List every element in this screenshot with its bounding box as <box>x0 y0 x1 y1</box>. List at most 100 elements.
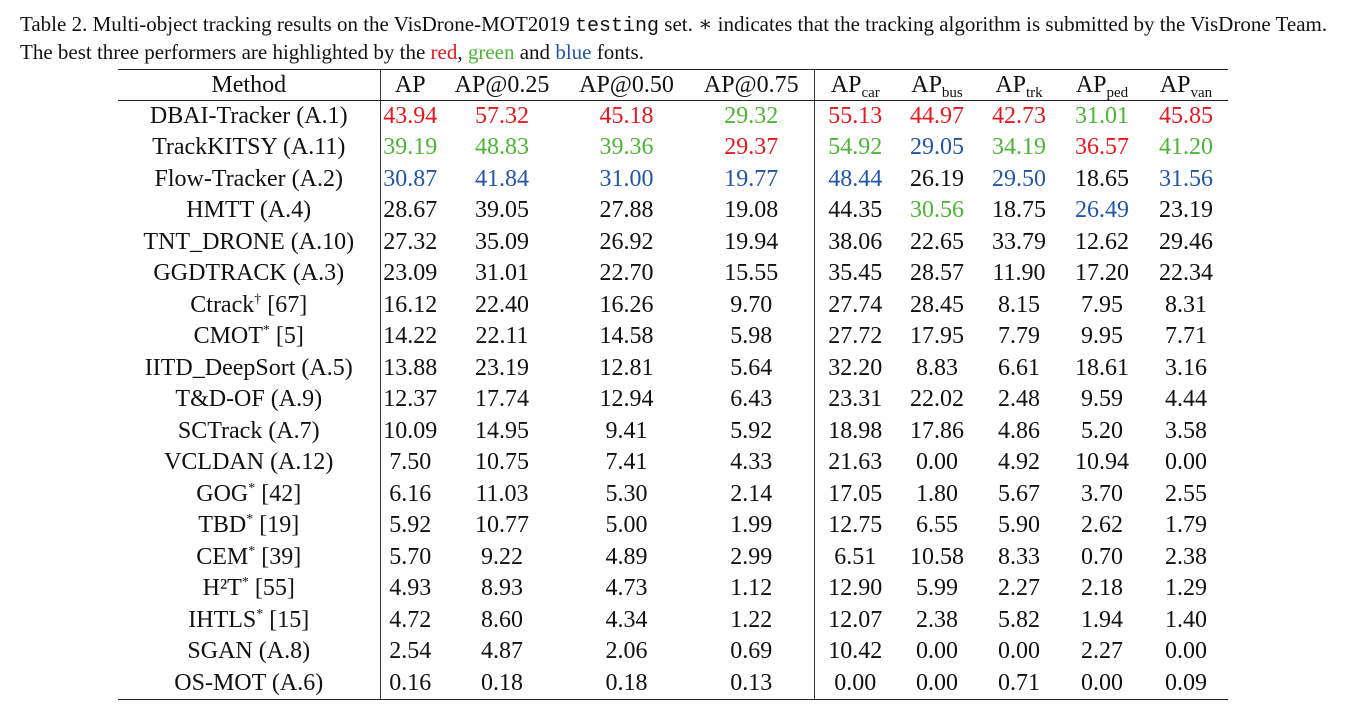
value-cell: 4.87 <box>481 638 523 665</box>
value-cell: 30.87 <box>379 163 440 195</box>
method-name: IITD_DeepSort <box>144 354 296 381</box>
value-cell: 23.19 <box>1159 197 1213 224</box>
column-header-label: AP <box>995 72 1026 98</box>
column-header: APvan <box>1144 69 1228 101</box>
method-name: H²T <box>202 575 242 602</box>
method-superscript: * <box>248 480 256 496</box>
value-cell: 31.01 <box>475 260 529 287</box>
method-cell: TBD* [19] <box>118 510 380 542</box>
method-reference: [67] <box>267 291 308 318</box>
method-name: GGDTRACK <box>153 260 287 287</box>
value-cell: 1.80 <box>916 480 958 507</box>
value-cell: 8.15 <box>998 291 1040 318</box>
value-cell: 7.50 <box>379 447 440 479</box>
method-cell: Flow-Tracker (A.2) <box>118 164 380 196</box>
value-cell: 2.99 <box>730 543 773 570</box>
caption-text-3: fonts. <box>591 39 644 64</box>
value-cell: 27.32 <box>379 226 440 258</box>
column-header-label: AP@0.25 <box>454 72 550 98</box>
column-header-label: AP@0.75 <box>703 72 799 98</box>
column-header: AP@0.75 <box>689 69 814 101</box>
value-cell: 2.27 <box>1081 638 1123 665</box>
method-cell: TrackKITSY (A.11) <box>118 132 380 164</box>
value-cell: 0.00 <box>1165 449 1207 476</box>
value-cell: 2.06 <box>605 638 648 665</box>
method-cell: HMTT (A.4) <box>118 195 380 227</box>
table-row: GGDTRACK (A.3) 23.09 31.01 22.70 15.55 35.45 2… <box>118 258 1228 290</box>
column-header: Method <box>118 69 380 101</box>
value-cell: 5.70 <box>379 541 440 573</box>
value-cell: 12.37 <box>379 384 440 416</box>
column-header: AP <box>379 69 440 101</box>
value-cell: 6.55 <box>916 512 958 539</box>
value-cell: 55.13 <box>813 100 896 132</box>
method-reference: [42] <box>261 480 302 507</box>
column-header-label: AP <box>394 72 426 98</box>
value-cell: 15.55 <box>724 260 779 287</box>
value-cell: 8.83 <box>916 354 958 381</box>
method-cell: VCLDAN (A.12) <box>118 447 380 479</box>
method-reference: (A.4) <box>259 197 312 224</box>
value-cell: 44.97 <box>910 103 964 129</box>
value-cell: 2.27 <box>998 575 1040 602</box>
value-cell: 12.62 <box>1075 228 1129 255</box>
method-superscript: † <box>254 291 262 307</box>
method-superscript: * <box>248 543 256 559</box>
value-cell: 8.31 <box>1165 291 1207 318</box>
value-cell: 22.40 <box>475 291 529 318</box>
method-cell: CMOT* [5] <box>118 321 380 353</box>
value-cell: 5.99 <box>916 575 958 602</box>
value-cell: 26.92 <box>599 228 654 255</box>
value-cell: 5.64 <box>730 354 773 381</box>
value-cell: 18.61 <box>1075 354 1129 381</box>
value-cell: 1.12 <box>730 575 773 602</box>
value-cell: 31.00 <box>599 165 654 192</box>
value-cell: 11.03 <box>475 480 529 507</box>
method-reference: (A.7) <box>268 417 320 444</box>
value-cell: 2.55 <box>1165 480 1207 507</box>
value-cell: 6.43 <box>730 386 773 413</box>
method-reference: (A.9) <box>270 386 323 413</box>
method-reference: (A.10) <box>290 228 355 255</box>
column-header-subscript: trk <box>1026 85 1043 101</box>
column-header-subscript: van <box>1190 85 1213 101</box>
value-cell: 4.34 <box>605 606 648 633</box>
method-cell: CEM* [39] <box>118 542 380 574</box>
value-cell: 2.62 <box>1081 512 1123 539</box>
value-cell: 45.85 <box>1159 103 1213 129</box>
value-cell: 10.42 <box>813 636 896 668</box>
value-cell: 14.22 <box>379 321 440 353</box>
value-cell: 1.99 <box>730 512 773 539</box>
value-cell: 31.01 <box>1075 103 1129 129</box>
method-name: SCTrack <box>177 417 263 444</box>
method-name: SGAN <box>187 638 253 665</box>
value-cell: 0.70 <box>1081 543 1123 570</box>
table-row: TBD* [19] 5.92 10.77 5.00 1.99 12.75 6.55 5.90 2… <box>118 510 1228 542</box>
value-cell: 10.75 <box>475 449 529 476</box>
table-row: Ctrack† [67] 16.12 22.40 16.26 9.70 27.74 28.4… <box>118 289 1228 321</box>
method-cell: SCTrack (A.7) <box>118 416 380 448</box>
method-name: DBAI-Tracker <box>149 103 291 129</box>
method-reference: (A.11) <box>282 134 346 161</box>
table-row: Flow-Tracker (A.2) 30.87 41.84 31.00 19.77 48… <box>118 163 1228 196</box>
table-row: H²T* [55] 4.93 8.93 4.73 1.12 12.90 5.99 2.27 2.… <box>118 573 1228 605</box>
method-name: HMTT <box>186 197 254 224</box>
table-caption: Table 2. Multi-object tracking results o… <box>20 12 1340 64</box>
method-reference: (A.2) <box>291 165 343 192</box>
method-name: TNT_DRONE <box>143 228 285 255</box>
value-cell: 22.34 <box>1159 260 1213 287</box>
value-cell: 34.19 <box>992 134 1046 161</box>
method-reference: (A.5) <box>301 354 353 381</box>
value-cell: 4.89 <box>605 543 648 570</box>
table-row: TrackKITSY (A.11) 39.19 48.83 39.36 29.37 54.… <box>118 132 1228 164</box>
value-cell: 32.20 <box>813 352 896 384</box>
method-cell: T&D-OF (A.9) <box>118 384 380 416</box>
value-cell: 0.18 <box>564 667 689 700</box>
value-cell: 35.45 <box>813 258 896 290</box>
method-cell: GOG* [42] <box>118 479 380 511</box>
value-cell: 48.83 <box>475 134 529 161</box>
column-header: AP@0.50 <box>564 69 689 101</box>
caption-sep-2: and <box>514 39 556 64</box>
method-reference: (A.8) <box>258 638 311 665</box>
value-cell: 22.11 <box>475 323 529 350</box>
